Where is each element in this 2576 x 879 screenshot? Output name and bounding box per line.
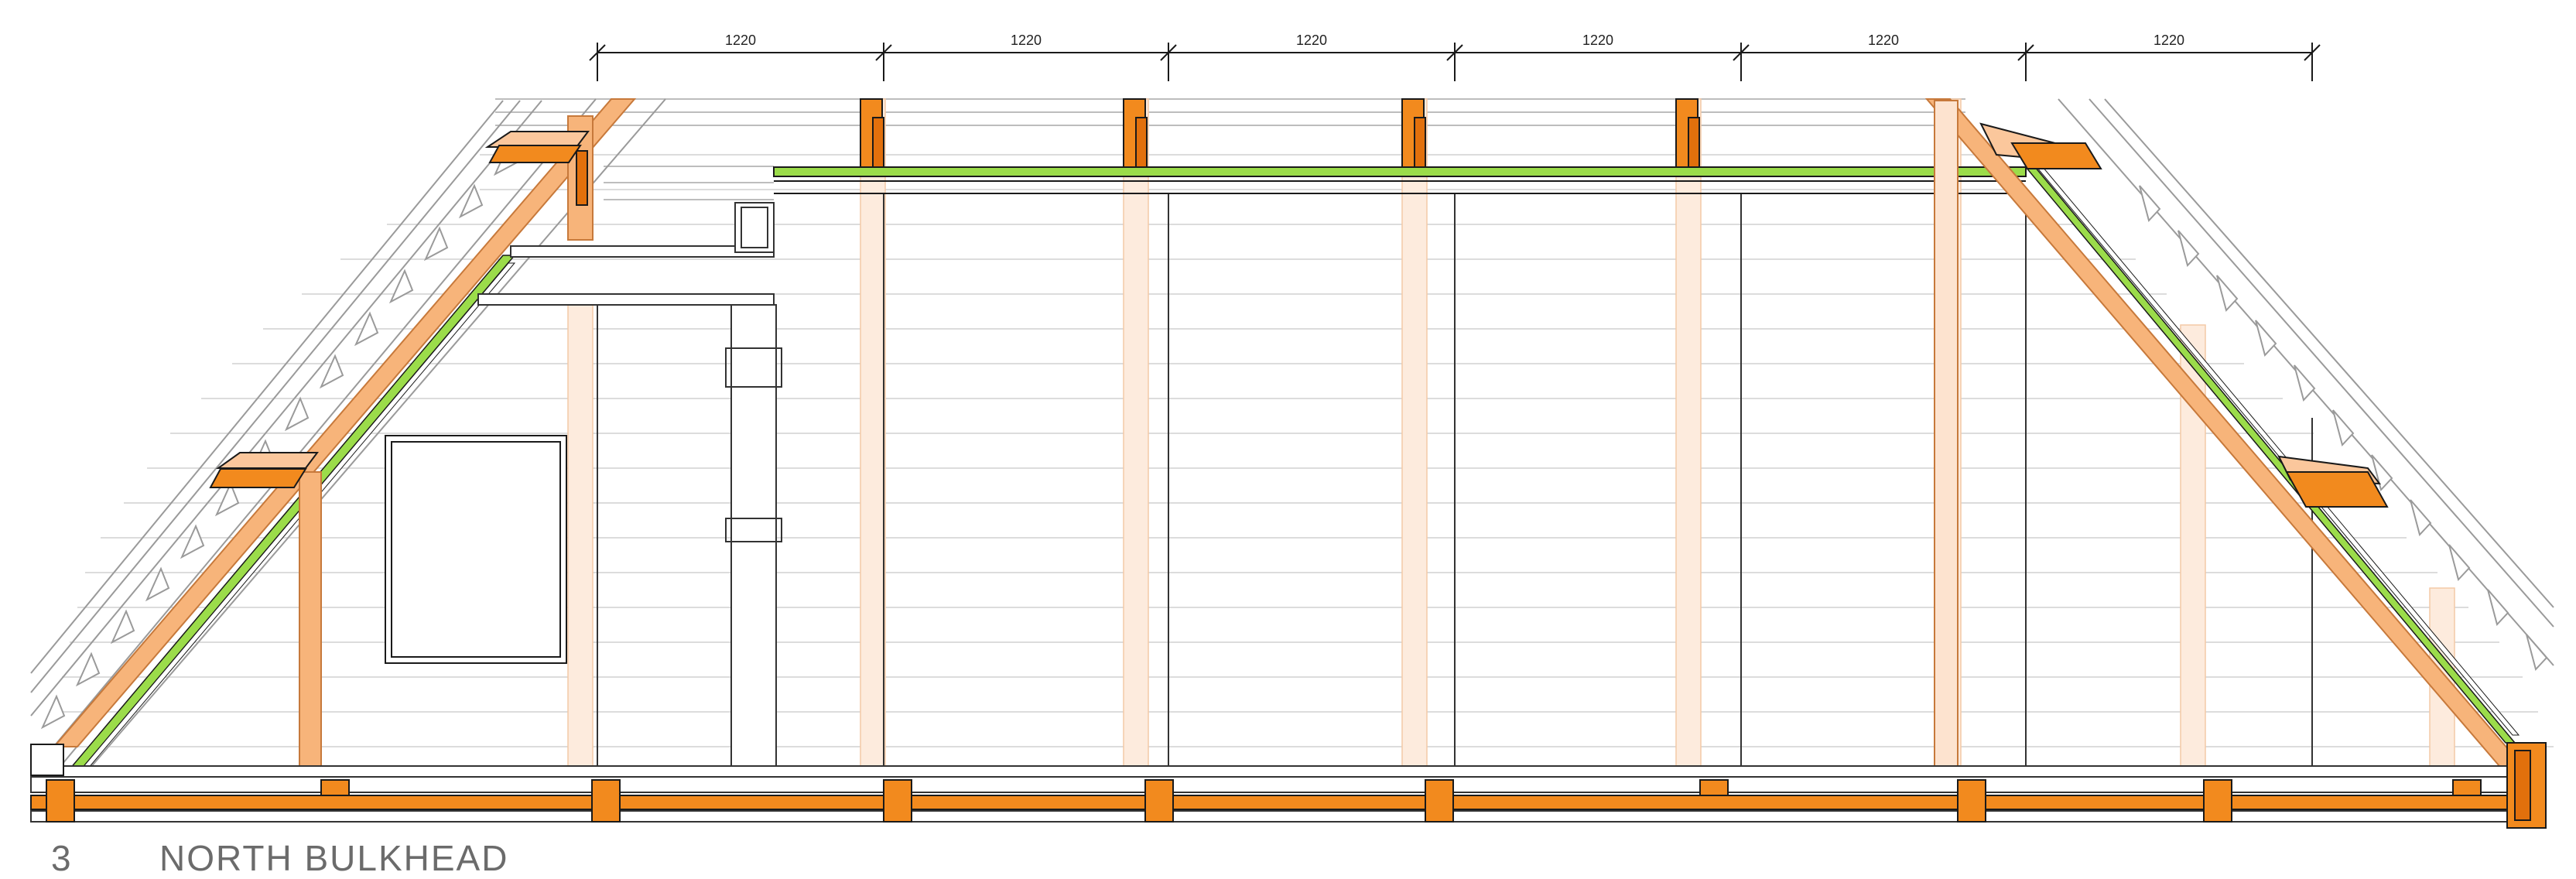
drawing-number: 3 — [51, 838, 72, 878]
dimension-label-6: 1220 — [2154, 32, 2184, 48]
dimension-label-1: 1220 — [725, 32, 756, 48]
wall-grid-lines — [597, 193, 2313, 766]
window — [385, 435, 567, 664]
purlin-right-top — [1979, 122, 2102, 169]
dimension-label-4: 1220 — [1582, 32, 1613, 48]
purlin-left-mid — [209, 452, 319, 488]
stud-ghosts — [567, 98, 2455, 767]
stud-tops — [860, 98, 1700, 168]
dimension-label-5: 1220 — [1868, 32, 1899, 48]
right-edge-post — [2506, 742, 2547, 829]
ceiling-membrane — [773, 166, 2027, 194]
purlin-left-top — [484, 131, 590, 163]
left-rafter — [52, 98, 637, 775]
floor-structure — [30, 765, 2547, 823]
left-edge-post — [30, 744, 64, 776]
floor-joists — [46, 779, 2482, 823]
right-roof-tiles — [2139, 185, 2548, 672]
section-drawing: 1220 1220 1220 1220 1220 1220 — [30, 32, 2554, 829]
dimension-line — [589, 43, 2321, 81]
purlin-right-mid — [2277, 455, 2389, 508]
roof-top-lines — [495, 98, 1965, 200]
partition — [725, 304, 782, 770]
left-loft-floor — [477, 202, 775, 306]
right-rafter — [1924, 98, 2525, 767]
drawing-title: NORTH BULKHEAD — [159, 838, 509, 878]
dimension-label-3: 1220 — [1296, 32, 1327, 48]
dimension-label-2: 1220 — [1011, 32, 1042, 48]
